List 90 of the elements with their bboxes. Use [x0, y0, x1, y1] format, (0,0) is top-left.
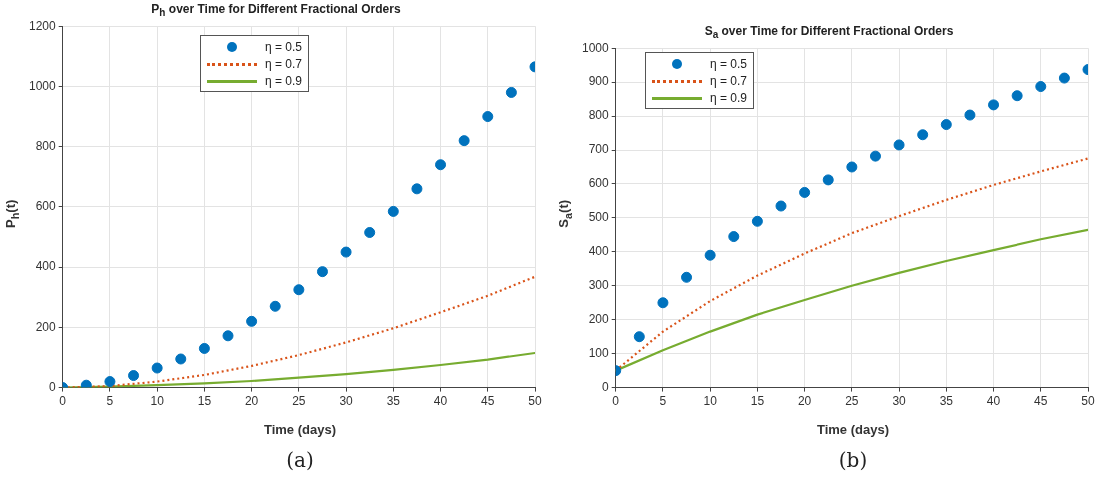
- y-tick-label: 600: [35, 199, 57, 214]
- point: [458, 135, 470, 147]
- legend-label: η = 0.9: [265, 73, 303, 88]
- legend-label: η = 0.7: [265, 56, 303, 71]
- point: [988, 99, 1000, 111]
- x-tick-label: 15: [197, 394, 212, 409]
- point: [505, 86, 517, 98]
- x-tick-label: 25: [292, 394, 306, 409]
- text: (b): [837, 448, 869, 472]
- y-tick-label: 400: [588, 244, 610, 259]
- y-tick-label: 800: [35, 138, 57, 153]
- x-tick-label: 25: [845, 394, 859, 409]
- x-tick-label: 30: [892, 394, 907, 409]
- point: [411, 183, 423, 195]
- point: [917, 129, 929, 141]
- point: [751, 215, 763, 227]
- point: [704, 249, 716, 261]
- point: [316, 266, 328, 278]
- point: [128, 370, 140, 382]
- x-tick-label: 40: [433, 394, 448, 409]
- x-tick-label: 5: [659, 394, 667, 409]
- legend-label: η = 0.5: [710, 56, 748, 71]
- y-tick-label: 200: [588, 312, 610, 327]
- chart-title: S$_{a}$ over Time for Different Fractional Orders: [703, 24, 955, 41]
- point: [893, 139, 905, 151]
- y-tick-label: 300: [588, 278, 610, 293]
- y-tick-label: 700: [588, 142, 610, 157]
- y-tick-label: 0: [49, 379, 57, 394]
- x-axis-title: Time (days): [816, 422, 890, 437]
- point: [246, 315, 258, 327]
- point: [633, 331, 645, 343]
- x-tick-label: 50: [1081, 394, 1095, 409]
- y-tick-label: 1200: [28, 18, 57, 33]
- point: [293, 284, 305, 296]
- chart-title: P$_{h}$ over Time for Different Fractional Orders: [150, 2, 402, 19]
- x-tick-label: 10: [703, 394, 718, 409]
- point: [681, 271, 693, 283]
- point: [151, 362, 163, 374]
- y-tick-label: 500: [588, 210, 610, 225]
- x-tick-label: 35: [939, 394, 954, 409]
- x-tick-label: 5: [106, 394, 114, 409]
- point: [364, 227, 376, 238]
- point: [822, 174, 834, 186]
- point: [728, 231, 740, 243]
- legend-label: η = 0.9: [710, 90, 748, 105]
- y-tick-label: 1000: [581, 40, 610, 55]
- legend-label: η = 0.5: [265, 39, 303, 54]
- text: (a): [285, 448, 315, 472]
- point: [1011, 90, 1023, 102]
- point: [80, 379, 92, 388]
- legend-label: η = 0.7: [710, 73, 748, 88]
- x-tick-label: 0: [612, 394, 620, 409]
- x-tick-label: 50: [528, 394, 542, 409]
- x-tick-label: 45: [1034, 394, 1048, 409]
- y-tick-label: 200: [35, 319, 57, 334]
- point: [482, 111, 494, 123]
- point: [799, 186, 811, 198]
- y-tick-label: 800: [588, 108, 610, 123]
- point: [222, 330, 234, 342]
- point: [387, 205, 399, 217]
- x-tick-label: 15: [750, 394, 765, 409]
- point: [775, 200, 787, 212]
- point: [175, 353, 187, 365]
- y-tick-label: 900: [588, 74, 610, 89]
- point: [964, 109, 976, 121]
- x-tick-label: 0: [59, 394, 67, 409]
- y-tick-label: 1000: [28, 78, 57, 93]
- point: [846, 161, 858, 173]
- point: [657, 297, 669, 309]
- x-tick-label: 40: [986, 394, 1001, 409]
- y-tick-label: 600: [588, 176, 610, 191]
- x-axis-title: Time (days): [263, 422, 337, 437]
- x-tick-label: 20: [244, 394, 259, 409]
- point: [198, 342, 210, 354]
- x-tick-label: 20: [797, 394, 812, 409]
- point: [269, 300, 281, 312]
- y-tick-label: 100: [588, 345, 610, 360]
- point: [940, 119, 952, 131]
- x-tick-label: 45: [481, 394, 495, 409]
- x-tick-label: 30: [339, 394, 354, 409]
- y-tick-label: 0: [602, 379, 610, 394]
- point: [1035, 81, 1047, 93]
- point: [869, 150, 881, 162]
- point: [340, 246, 352, 258]
- point: [435, 159, 447, 171]
- y-tick-label: 400: [35, 259, 57, 274]
- point: [1058, 72, 1070, 84]
- x-tick-label: 35: [386, 394, 401, 409]
- x-tick-label: 10: [150, 394, 165, 409]
- point: [104, 376, 116, 388]
